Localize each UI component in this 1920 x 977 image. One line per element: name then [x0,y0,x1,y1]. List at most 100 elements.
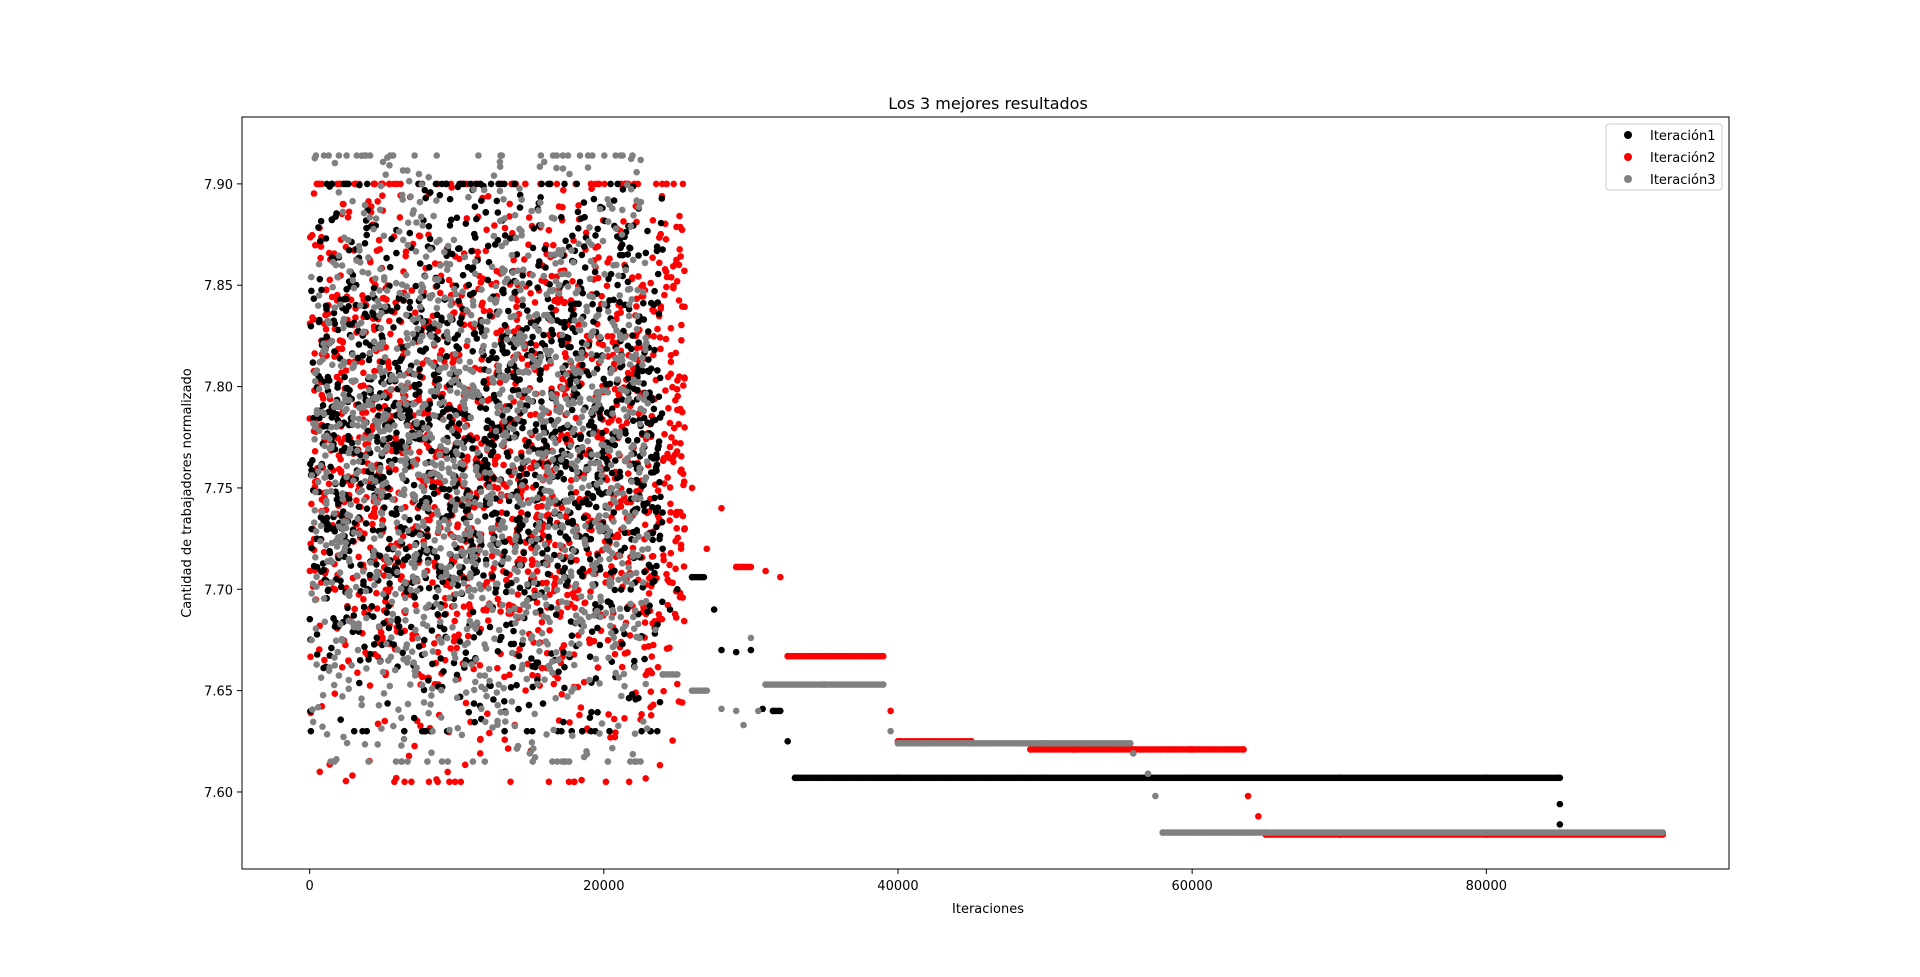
data-point [418,681,426,689]
data-point [498,633,505,641]
data-point [489,348,496,356]
data-point [559,568,567,576]
data-point [554,562,561,570]
data-point [415,170,423,178]
data-point [504,367,512,374]
data-point [486,623,494,631]
data-point [676,212,683,220]
data-point [573,556,580,564]
data-point [413,587,421,595]
data-point [432,462,439,469]
data-point [437,262,444,269]
data-point [588,418,595,425]
data-point [362,520,370,527]
data-point [635,694,642,702]
data-point [647,564,655,571]
data-point [449,359,457,367]
data-point [617,586,625,593]
data-point [590,195,598,203]
data-point [666,454,673,462]
data-point [663,180,670,188]
data-point [625,564,632,571]
data-point [373,561,380,568]
data-point [485,585,492,592]
data-point [311,436,318,443]
data-point [390,722,397,730]
data-point [311,448,319,455]
data-point [641,259,649,267]
data-point [549,758,556,765]
data-point [453,644,461,652]
data-point [414,514,422,521]
data-point [557,456,565,463]
data-point [472,625,480,632]
data-point [602,778,610,786]
data-point [419,332,426,340]
data-point [534,494,541,502]
data-point [606,201,613,208]
data-point [639,579,647,586]
data-point [607,461,615,469]
data-point [561,180,568,188]
data-point [375,623,383,630]
data-point [455,368,463,376]
data-point [495,681,503,688]
data-point [354,438,362,446]
data-point [642,680,649,688]
data-point [610,509,618,516]
data-point [375,412,382,420]
data-point [554,416,562,424]
data-point [313,651,321,658]
data-point [477,404,484,411]
data-point [522,609,530,616]
data-point [637,156,644,164]
data-point [543,601,550,608]
data-point [316,237,324,245]
data-point [515,391,523,399]
data-point [519,636,527,644]
data-point [428,434,436,442]
data-point [515,705,522,713]
data-point [534,284,541,291]
data-point [319,691,327,699]
data-point [626,408,633,416]
data-point [644,608,651,615]
data-point [385,566,393,574]
data-point [320,664,327,672]
data-point [359,292,366,299]
data-point [624,251,632,258]
data-point [606,555,613,563]
data-point [545,476,553,483]
data-point [448,184,456,191]
data-point [428,447,435,455]
data-point [558,691,566,698]
data-point [397,629,405,636]
data-point [322,452,329,459]
data-point [498,441,506,449]
data-point [514,377,521,384]
data-point [328,423,335,431]
data-point [575,202,582,209]
data-point [446,413,454,421]
data-point [569,364,576,371]
data-point [544,523,552,531]
data-point [470,634,478,641]
data-point [474,472,482,479]
data-point [462,649,470,656]
data-point [513,303,520,311]
data-point [396,214,404,221]
data-point [355,458,363,465]
data-point [565,778,573,786]
data-point [381,717,389,725]
data-point [611,650,619,658]
data-point [402,252,410,260]
data-point [319,395,327,402]
data-point [410,714,418,722]
data-point [317,254,324,262]
data-point [598,435,606,443]
data-point [528,347,536,355]
data-point [501,215,509,222]
data-point [386,317,393,325]
data-point [522,180,529,188]
data-point [636,634,644,642]
